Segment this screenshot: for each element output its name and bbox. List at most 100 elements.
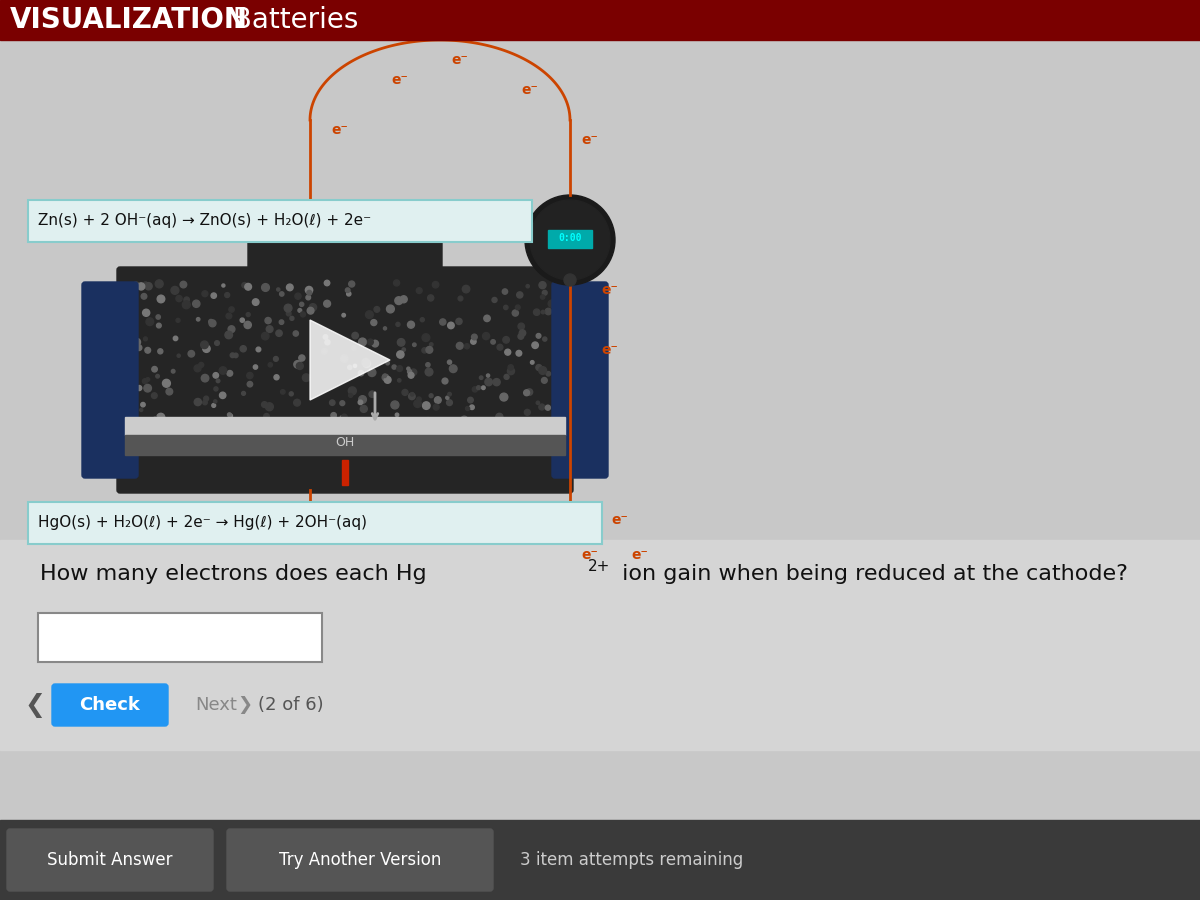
Circle shape — [287, 311, 292, 316]
Circle shape — [545, 309, 552, 315]
Circle shape — [128, 415, 133, 419]
Circle shape — [247, 382, 253, 387]
Circle shape — [203, 345, 210, 353]
Circle shape — [460, 419, 467, 428]
Circle shape — [264, 413, 269, 418]
Circle shape — [462, 285, 469, 292]
Text: VISUALIZATION: VISUALIZATION — [10, 6, 248, 34]
Circle shape — [130, 412, 137, 419]
Circle shape — [342, 313, 346, 317]
Circle shape — [402, 390, 408, 395]
Circle shape — [504, 374, 509, 380]
Circle shape — [422, 334, 430, 341]
Circle shape — [349, 393, 353, 397]
Circle shape — [155, 280, 163, 288]
Text: e⁻: e⁻ — [601, 343, 618, 357]
Text: e⁻: e⁻ — [582, 548, 599, 562]
Circle shape — [392, 364, 396, 369]
Circle shape — [352, 332, 359, 338]
Circle shape — [188, 350, 194, 357]
Circle shape — [252, 299, 259, 305]
Circle shape — [384, 376, 390, 382]
Text: Batteries: Batteries — [215, 6, 359, 34]
Circle shape — [364, 360, 371, 367]
Bar — [548, 230, 592, 248]
Circle shape — [156, 323, 161, 328]
Circle shape — [274, 356, 278, 361]
Circle shape — [130, 364, 134, 369]
Circle shape — [220, 392, 226, 399]
Circle shape — [564, 274, 576, 286]
Circle shape — [358, 400, 362, 405]
Circle shape — [246, 312, 250, 317]
Circle shape — [400, 296, 407, 302]
Circle shape — [178, 354, 180, 357]
Circle shape — [265, 318, 271, 324]
Circle shape — [545, 405, 551, 410]
Circle shape — [348, 387, 356, 395]
FancyBboxPatch shape — [28, 200, 532, 242]
Bar — [342, 460, 348, 485]
Circle shape — [425, 368, 433, 376]
Circle shape — [307, 291, 312, 295]
Circle shape — [518, 334, 523, 339]
Circle shape — [430, 394, 433, 398]
Circle shape — [298, 309, 301, 312]
Circle shape — [143, 310, 150, 316]
Circle shape — [382, 374, 389, 381]
Circle shape — [228, 326, 235, 333]
Circle shape — [484, 315, 491, 321]
Text: ion gain when being reduced at the cathode?: ion gain when being reduced at the catho… — [616, 564, 1128, 584]
Text: HgO(s) + H₂O(ℓ) + 2e⁻ → Hg(ℓ) + 2OH⁻(aq): HgO(s) + H₂O(ℓ) + 2e⁻ → Hg(ℓ) + 2OH⁻(aq) — [38, 516, 367, 530]
Text: (2 of 6): (2 of 6) — [258, 696, 324, 714]
Circle shape — [370, 391, 376, 398]
Circle shape — [341, 355, 348, 362]
Circle shape — [432, 282, 439, 288]
Circle shape — [410, 392, 414, 396]
Circle shape — [151, 392, 157, 399]
Text: OH: OH — [335, 436, 355, 449]
Circle shape — [194, 364, 200, 372]
Circle shape — [486, 374, 490, 377]
Circle shape — [532, 342, 539, 348]
Circle shape — [215, 341, 220, 346]
Circle shape — [367, 339, 373, 345]
Circle shape — [214, 427, 217, 430]
Text: e⁻: e⁻ — [631, 548, 648, 562]
Circle shape — [391, 401, 398, 409]
Circle shape — [199, 363, 204, 367]
Circle shape — [448, 392, 451, 396]
Circle shape — [468, 397, 473, 403]
Bar — [0, 40, 1200, 825]
Circle shape — [482, 333, 490, 339]
Circle shape — [331, 412, 336, 418]
Circle shape — [220, 367, 227, 374]
Circle shape — [138, 283, 145, 290]
Circle shape — [184, 297, 190, 302]
Circle shape — [296, 363, 304, 370]
Text: ❯: ❯ — [238, 696, 252, 714]
Circle shape — [451, 422, 456, 427]
Circle shape — [157, 413, 164, 421]
Text: e⁻: e⁻ — [612, 513, 629, 527]
Text: e⁻: e⁻ — [582, 133, 599, 147]
Circle shape — [140, 402, 145, 407]
Circle shape — [154, 417, 157, 420]
Circle shape — [548, 300, 556, 307]
Circle shape — [346, 288, 350, 292]
Circle shape — [176, 319, 180, 322]
Circle shape — [145, 283, 152, 290]
Circle shape — [262, 284, 269, 292]
Circle shape — [214, 387, 218, 391]
Circle shape — [185, 428, 188, 431]
Circle shape — [230, 353, 235, 357]
Circle shape — [439, 319, 446, 325]
Circle shape — [402, 348, 406, 351]
Circle shape — [162, 379, 170, 387]
Circle shape — [253, 364, 258, 369]
Circle shape — [214, 373, 218, 378]
Circle shape — [330, 419, 334, 423]
Circle shape — [508, 364, 514, 370]
Circle shape — [383, 374, 386, 378]
Circle shape — [202, 291, 208, 297]
